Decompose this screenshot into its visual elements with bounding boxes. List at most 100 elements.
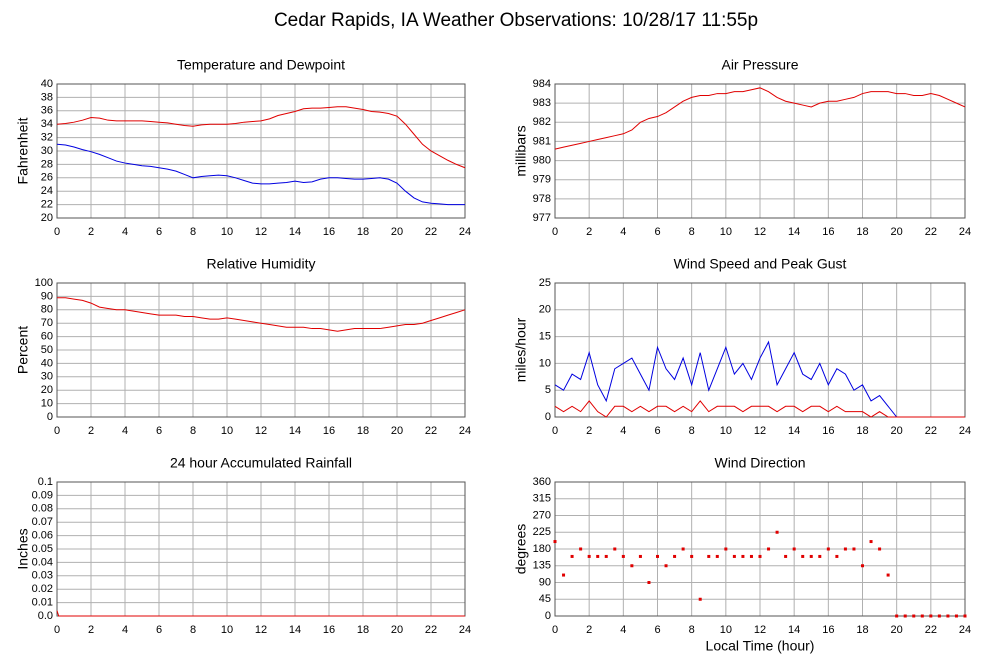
y-tick-label: 100 <box>35 277 53 289</box>
x-tick-label: 8 <box>689 226 695 238</box>
x-tick-label: 18 <box>357 425 369 437</box>
x-tick-label: 20 <box>891 425 903 437</box>
data-point <box>664 564 668 568</box>
y-tick-label: 45 <box>539 593 551 605</box>
y-tick-label: 80 <box>41 304 53 316</box>
x-tick-label: 14 <box>788 226 800 238</box>
y-tick-label: 135 <box>533 560 551 572</box>
data-line <box>554 400 965 418</box>
x-tick-label: 2 <box>88 425 94 437</box>
x-tick-label: 0 <box>552 624 558 636</box>
y-tick-label: 15 <box>539 331 551 343</box>
y-tick-label: 22 <box>41 199 53 211</box>
y-tick-label: 360 <box>533 476 551 488</box>
x-tick-label: 4 <box>122 425 128 437</box>
data-point <box>604 554 608 558</box>
data-point <box>673 554 677 558</box>
x-tick-label: 10 <box>221 226 233 238</box>
x-tick-label: 6 <box>654 624 660 636</box>
x-tick-label: 20 <box>391 425 403 437</box>
y-tick-label: 315 <box>533 493 551 505</box>
x-tick-label: 2 <box>586 226 592 238</box>
y-tick-label: 0 <box>545 610 551 622</box>
data-point <box>792 547 796 551</box>
x-tick-label: 14 <box>788 425 800 437</box>
x-tick-label: 10 <box>720 624 732 636</box>
y-tick-label: 225 <box>533 526 551 538</box>
x-tick-label: 4 <box>122 226 128 238</box>
x-tick-label: 12 <box>754 624 766 636</box>
x-tick-label: 22 <box>425 624 437 636</box>
plot-frame <box>554 83 966 219</box>
data-point <box>690 554 694 558</box>
y-tick-label: 20 <box>41 212 53 224</box>
page-title: Cedar Rapids, IA Weather Observations: 1… <box>274 10 758 31</box>
data-point <box>647 581 651 584</box>
y-tick-label: 270 <box>533 509 551 521</box>
y-tick-label: 50 <box>41 344 53 356</box>
x-tick-label: 8 <box>689 425 695 437</box>
y-axis-label: miles/hour <box>513 317 529 382</box>
x-tick-label: 22 <box>425 226 437 238</box>
x-tick-label: 16 <box>323 624 335 636</box>
data-point <box>929 614 933 618</box>
data-point <box>861 564 864 568</box>
x-tick-label: 20 <box>891 226 903 238</box>
x-tick-label: 16 <box>822 624 834 636</box>
y-tick-label: 60 <box>41 331 53 343</box>
y-tick-label: 25 <box>539 277 551 289</box>
y-tick-label: 978 <box>533 193 551 205</box>
y-tick-label: 38 <box>41 91 53 103</box>
y-tick-label: 0.04 <box>32 556 53 568</box>
y-tick-label: 0.0 <box>38 610 53 622</box>
x-tick-label: 6 <box>156 226 162 238</box>
data-point <box>809 554 813 558</box>
y-tick-label: 28 <box>41 158 53 170</box>
y-axis-label: millibars <box>513 125 529 176</box>
y-tick-label: 0.01 <box>32 597 53 609</box>
x-tick-label: 18 <box>856 624 868 636</box>
x-tick-label: 20 <box>391 624 403 636</box>
x-tick-label: 12 <box>255 226 267 238</box>
y-tick-label: 5 <box>545 384 551 396</box>
y-axis-label: Fahrenheit <box>15 117 31 184</box>
y-tick-label: 977 <box>533 212 551 224</box>
y-tick-label: 0.1 <box>38 476 53 488</box>
y-tick-label: 0.02 <box>32 583 53 595</box>
y-tick-label: 10 <box>539 357 551 369</box>
y-tick-label: 24 <box>41 185 53 197</box>
y-tick-label: 180 <box>533 543 551 555</box>
x-tick-label: 18 <box>357 226 369 238</box>
y-tick-label: 36 <box>41 105 53 117</box>
x-tick-label: 8 <box>689 624 695 636</box>
x-tick-label: 16 <box>822 425 834 437</box>
y-tick-label: 0.09 <box>32 489 53 501</box>
data-point <box>758 554 762 558</box>
x-tick-label: 4 <box>620 624 626 636</box>
panel-title: Relative Humidity <box>207 256 316 272</box>
data-line <box>56 143 465 206</box>
x-tick-label: 10 <box>221 624 233 636</box>
data-point <box>946 614 950 618</box>
y-axis-label: Inches <box>15 528 31 569</box>
x-tick-label: 18 <box>357 624 369 636</box>
y-tick-label: 90 <box>41 290 53 302</box>
y-tick-label: 40 <box>41 357 53 369</box>
x-tick-label: 18 <box>856 425 868 437</box>
x-tick-label: 16 <box>822 226 834 238</box>
panel-title: Wind Direction <box>714 455 805 471</box>
y-tick-label: 0.07 <box>32 516 53 528</box>
y-tick-label: 20 <box>539 304 551 316</box>
data-point <box>852 547 856 551</box>
data-point <box>707 554 711 558</box>
data-line <box>56 610 465 617</box>
x-tick-label: 22 <box>925 425 937 437</box>
data-point <box>570 554 574 558</box>
x-tick-label: 6 <box>654 226 660 238</box>
x-tick-label: 24 <box>959 425 971 437</box>
panel-title: Wind Speed and Peak Gust <box>674 256 847 272</box>
data-point <box>596 554 600 558</box>
x-tick-label: 22 <box>925 226 937 238</box>
x-tick-label: 20 <box>391 226 403 238</box>
